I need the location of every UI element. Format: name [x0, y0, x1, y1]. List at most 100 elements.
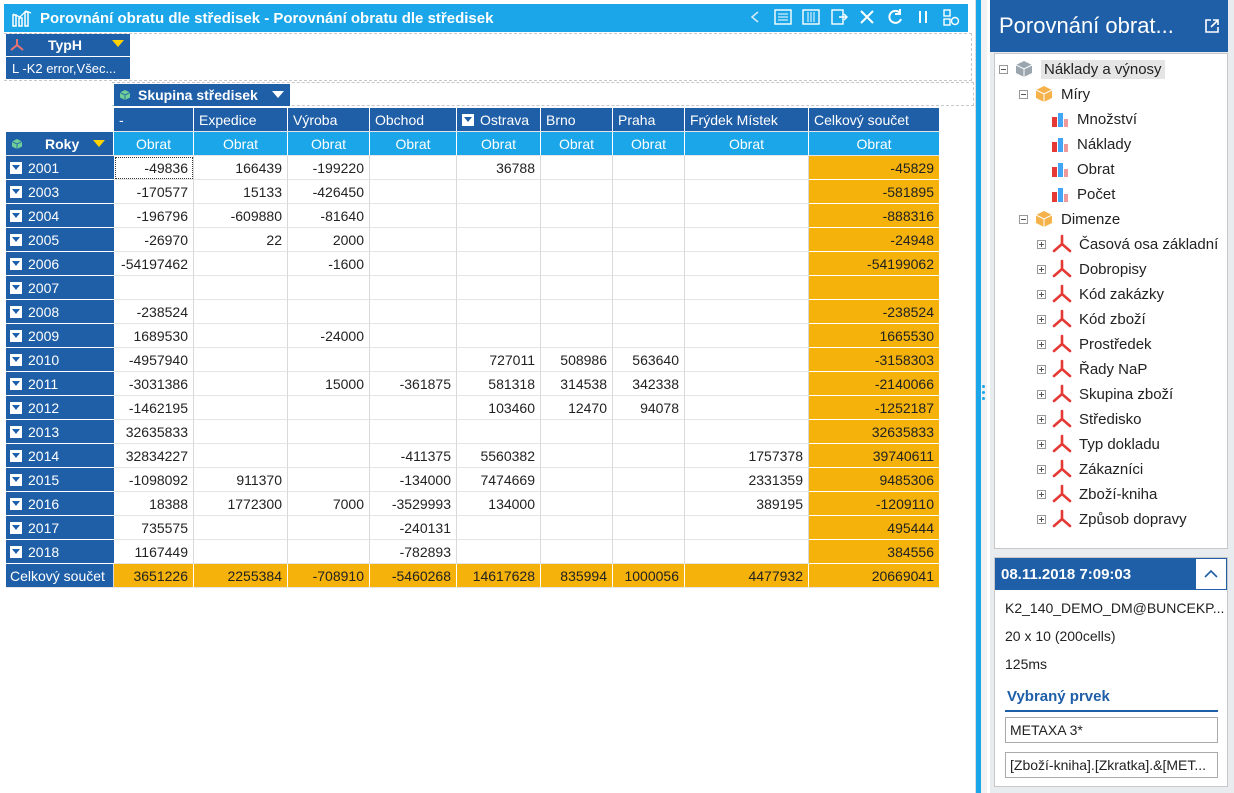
expand-icon[interactable]	[10, 425, 22, 438]
data-cell[interactable]	[457, 516, 541, 540]
tree-dimension[interactable]: Dobropisy	[1037, 257, 1147, 281]
data-cell[interactable]	[685, 300, 809, 324]
data-cell[interactable]	[370, 276, 457, 300]
row-header[interactable]: 2003	[6, 180, 114, 204]
filter-value[interactable]: L -K2 error,Všec...	[6, 57, 130, 79]
row-total-cell[interactable]: -1209110	[809, 492, 940, 516]
tree-dimension[interactable]: Typ dokladu	[1037, 432, 1160, 456]
row-header[interactable]: 2012	[6, 396, 114, 420]
row-header[interactable]: 2011	[6, 372, 114, 396]
data-cell[interactable]	[685, 420, 809, 444]
row-total-cell[interactable]: -3158303	[809, 348, 940, 372]
column-header[interactable]: Výroba	[288, 108, 370, 132]
data-cell[interactable]: -134000	[370, 468, 457, 492]
data-cell[interactable]	[457, 180, 541, 204]
data-cell[interactable]	[194, 396, 288, 420]
expand-icon[interactable]	[10, 353, 22, 366]
data-cell[interactable]: -24000	[288, 324, 370, 348]
expand-icon[interactable]	[1037, 414, 1046, 424]
data-cell[interactable]	[541, 228, 613, 252]
data-cell[interactable]	[613, 444, 685, 468]
data-cell[interactable]	[370, 180, 457, 204]
data-cell[interactable]	[685, 204, 809, 228]
data-cell[interactable]	[457, 252, 541, 276]
data-cell[interactable]: 7000	[288, 492, 370, 516]
expand-icon[interactable]	[1037, 514, 1046, 524]
row-total-cell[interactable]: 32635833	[809, 420, 940, 444]
data-cell[interactable]	[288, 420, 370, 444]
column-header[interactable]: Expedice	[194, 108, 288, 132]
expand-icon[interactable]	[1037, 289, 1046, 299]
data-cell[interactable]: -238524	[114, 300, 194, 324]
fit-rows-icon[interactable]	[772, 6, 794, 28]
tree-dimension[interactable]: Zboží-kniha	[1037, 482, 1157, 506]
data-cell[interactable]	[194, 252, 288, 276]
expand-icon[interactable]	[10, 185, 22, 198]
expand-icon[interactable]	[1037, 239, 1046, 249]
data-cell[interactable]	[194, 516, 288, 540]
expand-icon[interactable]	[1037, 464, 1046, 474]
data-cell[interactable]: 32635833	[114, 420, 194, 444]
row-total-cell[interactable]: 495444	[809, 516, 940, 540]
expand-icon[interactable]	[10, 497, 22, 510]
data-cell[interactable]: 581318	[457, 372, 541, 396]
data-cell[interactable]	[541, 420, 613, 444]
row-total-cell[interactable]: -24948	[809, 228, 940, 252]
pause-icon[interactable]	[912, 6, 934, 28]
expand-icon[interactable]	[462, 114, 474, 127]
data-cell[interactable]	[194, 444, 288, 468]
export-icon[interactable]	[828, 6, 850, 28]
data-cell[interactable]	[288, 276, 370, 300]
expand-icon[interactable]	[10, 209, 22, 222]
row-header[interactable]: 2015	[6, 468, 114, 492]
tree-dimension[interactable]: Skupina zboží	[1037, 382, 1173, 406]
row-header[interactable]: 2016	[6, 492, 114, 516]
row-header[interactable]: 2014	[6, 444, 114, 468]
row-header[interactable]: 2009	[6, 324, 114, 348]
data-cell[interactable]	[613, 324, 685, 348]
column-total-cell[interactable]: 3651226	[114, 564, 194, 588]
data-cell[interactable]	[541, 540, 613, 564]
data-cell[interactable]	[194, 348, 288, 372]
tree-root[interactable]: Náklady a výnosy	[999, 57, 1165, 81]
data-cell[interactable]	[613, 180, 685, 204]
expand-icon[interactable]	[10, 449, 22, 462]
data-cell[interactable]: 94078	[613, 396, 685, 420]
back-icon[interactable]	[744, 6, 766, 28]
data-cell[interactable]: 18388	[114, 492, 194, 516]
data-cell[interactable]	[457, 420, 541, 444]
data-cell[interactable]	[541, 444, 613, 468]
data-cell[interactable]	[613, 492, 685, 516]
data-cell[interactable]	[685, 276, 809, 300]
column-dimension-header[interactable]: Skupina středisek	[114, 84, 290, 106]
expand-icon[interactable]	[10, 281, 22, 294]
data-cell[interactable]	[370, 324, 457, 348]
data-cell[interactable]	[370, 420, 457, 444]
data-cell[interactable]: 32834227	[114, 444, 194, 468]
data-cell[interactable]: 735575	[114, 516, 194, 540]
data-cell[interactable]: 314538	[541, 372, 613, 396]
data-cell[interactable]	[370, 228, 457, 252]
row-header[interactable]: 2005	[6, 228, 114, 252]
row-total-cell[interactable]: -238524	[809, 300, 940, 324]
data-cell[interactable]	[613, 156, 685, 180]
tree-dimension[interactable]: Prostředek	[1037, 332, 1152, 356]
data-cell[interactable]: 508986	[541, 348, 613, 372]
column-total-cell[interactable]: -5460268	[370, 564, 457, 588]
data-cell[interactable]	[457, 204, 541, 228]
splitter-grip[interactable]	[982, 385, 985, 405]
tree-dimension[interactable]: Kód zakázky	[1037, 282, 1164, 306]
data-cell[interactable]: -199220	[288, 156, 370, 180]
splitter[interactable]	[975, 0, 987, 793]
expand-icon[interactable]	[10, 545, 22, 558]
row-header[interactable]: 2017	[6, 516, 114, 540]
data-cell[interactable]	[541, 300, 613, 324]
settings-icon[interactable]	[940, 6, 962, 28]
data-cell[interactable]	[541, 492, 613, 516]
expand-icon[interactable]	[10, 233, 22, 246]
column-total-cell[interactable]: 1000056	[613, 564, 685, 588]
data-cell[interactable]	[194, 300, 288, 324]
data-cell[interactable]: 103460	[457, 396, 541, 420]
data-cell[interactable]	[541, 252, 613, 276]
expand-icon[interactable]	[1037, 389, 1046, 399]
